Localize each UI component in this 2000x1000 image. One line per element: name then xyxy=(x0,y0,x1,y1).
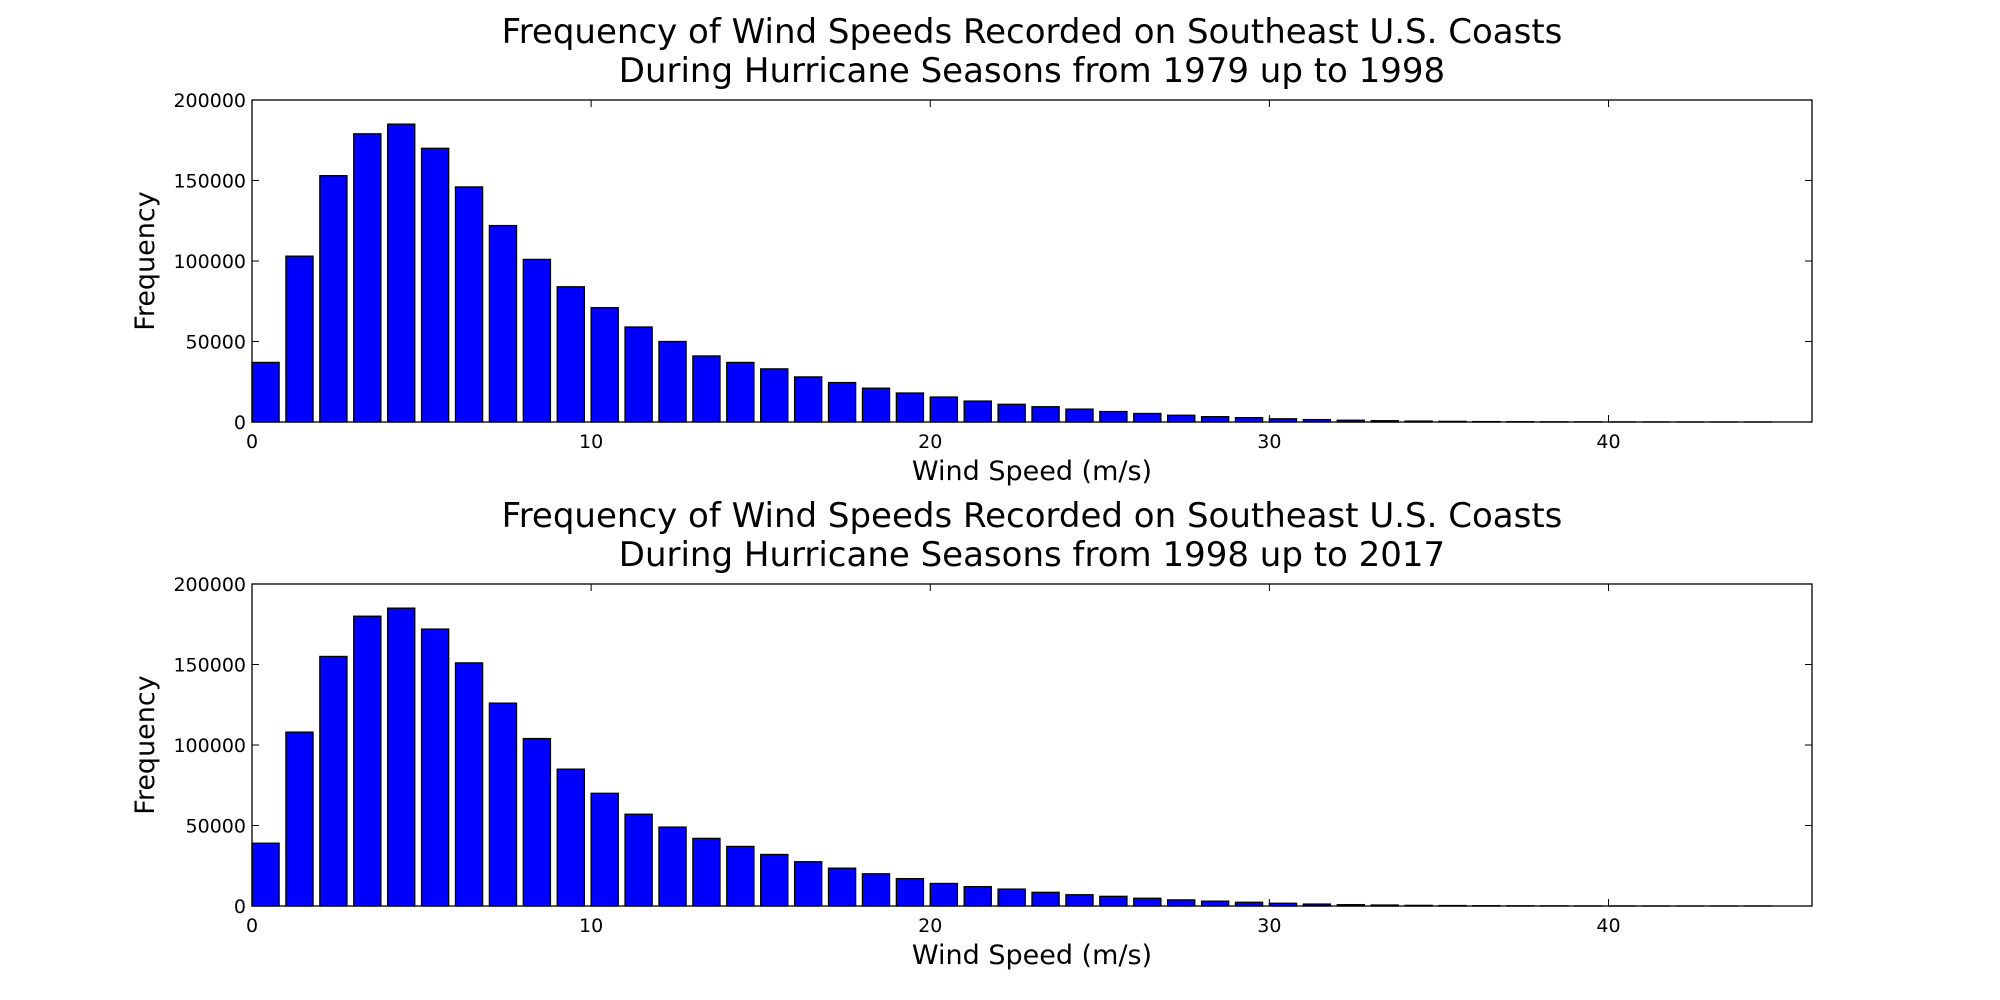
chart-panel-1998-2017: Frequency of Wind Speeds Recorded on Sou… xyxy=(130,496,1813,971)
bar xyxy=(861,387,891,423)
bar xyxy=(556,286,585,423)
y-tick-label: 50000 xyxy=(186,816,246,838)
bar xyxy=(1200,416,1230,423)
bar xyxy=(387,607,416,907)
bar xyxy=(590,307,619,423)
bar xyxy=(793,376,823,423)
bar xyxy=(1065,894,1094,907)
bar xyxy=(556,768,585,907)
x-tick-label: 40 xyxy=(1596,431,1620,453)
bar xyxy=(1200,900,1230,907)
chart-title-line: Frequency of Wind Speeds Recorded on Sou… xyxy=(502,12,1563,52)
bar xyxy=(1133,412,1162,423)
bar xyxy=(726,845,755,907)
bar xyxy=(793,861,823,907)
bar xyxy=(658,340,687,423)
bar xyxy=(692,355,721,423)
bar xyxy=(760,853,789,907)
x-tick-label: 30 xyxy=(1257,915,1281,937)
y-axis-label: Frequency xyxy=(130,191,161,331)
bar xyxy=(353,133,382,423)
bar xyxy=(420,147,450,423)
x-axis-label: Wind Speed (m/s) xyxy=(912,456,1152,487)
bar xyxy=(1031,891,1060,907)
chart-title-line: During Hurricane Seasons from 1979 up to… xyxy=(619,51,1445,91)
bar xyxy=(861,873,891,907)
x-tick-label: 20 xyxy=(918,915,942,937)
bar xyxy=(929,396,959,423)
y-axis-label: Frequency xyxy=(130,675,161,815)
y-tick-label: 100000 xyxy=(173,251,246,273)
bar xyxy=(251,361,280,423)
y-tick-label: 50000 xyxy=(186,332,246,354)
bar xyxy=(1234,417,1264,423)
bar xyxy=(1031,406,1060,423)
bar xyxy=(1099,895,1128,907)
bar xyxy=(895,877,925,907)
bar xyxy=(590,792,619,907)
bar xyxy=(760,368,789,423)
x-tick-label: 40 xyxy=(1596,915,1620,937)
chart-title-line: During Hurricane Seasons from 1998 up to… xyxy=(619,535,1445,575)
bar xyxy=(827,381,857,423)
x-tick-label: 10 xyxy=(579,915,603,937)
bar xyxy=(285,255,314,423)
plot-frame xyxy=(251,99,1813,423)
chart-title-line: Frequency of Wind Speeds Recorded on Sou… xyxy=(502,496,1563,536)
bar xyxy=(997,403,1026,423)
bar xyxy=(454,662,484,907)
bar xyxy=(929,882,959,907)
bar xyxy=(1167,899,1196,907)
bar xyxy=(624,813,653,907)
x-tick-label: 10 xyxy=(579,431,603,453)
y-tick-label: 150000 xyxy=(173,171,246,193)
x-tick-label: 0 xyxy=(246,431,258,453)
x-tick-label: 0 xyxy=(246,915,258,937)
bar xyxy=(1065,408,1094,423)
bar xyxy=(997,888,1026,907)
bar xyxy=(420,628,450,907)
bar xyxy=(1167,414,1196,423)
bar xyxy=(1133,897,1162,907)
y-tick-label: 0 xyxy=(234,896,246,918)
bar xyxy=(963,400,992,423)
bar xyxy=(895,392,925,423)
bar xyxy=(1099,410,1128,423)
bar xyxy=(624,326,653,423)
bar xyxy=(488,702,518,907)
y-tick-label: 150000 xyxy=(173,655,246,677)
bar xyxy=(658,826,687,907)
bar xyxy=(827,867,857,907)
bar xyxy=(692,837,721,907)
bar xyxy=(387,123,416,423)
bar xyxy=(488,224,518,423)
plot-frame xyxy=(251,583,1813,907)
y-tick-label: 100000 xyxy=(173,735,246,757)
bar xyxy=(285,731,314,907)
x-axis-label: Wind Speed (m/s) xyxy=(912,940,1152,971)
y-tick-label: 200000 xyxy=(173,90,246,112)
bar xyxy=(454,186,484,423)
x-tick-label: 30 xyxy=(1257,431,1281,453)
bar xyxy=(251,842,280,907)
y-tick-label: 200000 xyxy=(173,574,246,596)
bar xyxy=(353,615,382,907)
bar xyxy=(963,886,992,907)
bar xyxy=(522,258,552,423)
bar xyxy=(726,361,755,423)
x-tick-label: 20 xyxy=(918,431,942,453)
bar xyxy=(319,175,348,423)
chart-panel-1979-1998: Frequency of Wind Speeds Recorded on Sou… xyxy=(130,12,1813,487)
bar xyxy=(319,655,348,907)
y-tick-label: 0 xyxy=(234,412,246,434)
bar xyxy=(522,737,552,907)
